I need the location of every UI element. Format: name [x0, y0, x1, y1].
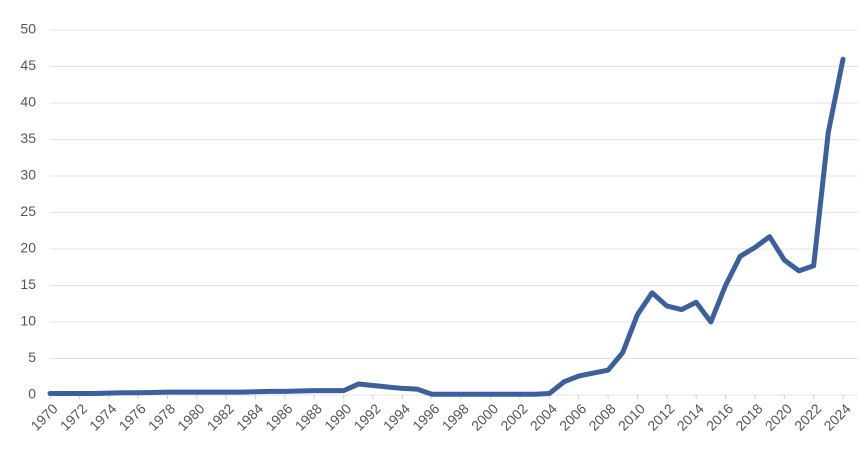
x-tick-label: 1974: [86, 400, 119, 433]
y-tick-label: 25: [20, 203, 36, 219]
x-tick-label: 1988: [292, 400, 325, 433]
y-tick-label: 10: [20, 313, 36, 329]
x-tick-label: 1980: [174, 400, 207, 433]
y-tick-label: 5: [28, 349, 36, 365]
x-tick-label: 1986: [262, 400, 295, 433]
y-tick-label: 20: [20, 240, 36, 256]
y-tick-label: 0: [28, 386, 36, 402]
x-tick-label: 2016: [703, 400, 736, 433]
x-tick-label: 2010: [615, 400, 648, 433]
x-tick-label: 1994: [380, 400, 413, 433]
y-tick-label: 15: [20, 276, 36, 292]
x-tick-label: 1990: [321, 400, 354, 433]
x-tick-label: 1982: [204, 400, 237, 433]
x-tick-label: 2004: [527, 400, 560, 433]
x-tick-label: 1996: [409, 400, 442, 433]
y-tick-label: 35: [20, 130, 36, 146]
y-tick-label: 45: [20, 57, 36, 73]
x-tick-label: 1992: [350, 400, 383, 433]
x-tick-label: 1998: [439, 400, 472, 433]
x-tick-label: 2002: [497, 400, 530, 433]
x-tick-label: 1976: [116, 400, 149, 433]
x-tick-label: 1972: [57, 400, 90, 433]
x-tick-label: 2014: [674, 400, 707, 433]
x-tick-label: 2024: [820, 400, 853, 433]
x-tick-label: 2018: [732, 400, 765, 433]
y-tick-label: 50: [20, 21, 36, 37]
data-line: [47, 56, 846, 397]
x-tick-label: 2006: [556, 400, 589, 433]
x-tick-label: 1970: [27, 400, 60, 433]
x-tick-label: 2020: [762, 400, 795, 433]
y-tick-label: 40: [20, 94, 36, 110]
y-tick-label: 30: [20, 167, 36, 183]
x-tick-label: 2008: [585, 400, 618, 433]
x-tick-label: 2022: [791, 400, 824, 433]
x-tick-label: 1978: [145, 400, 178, 433]
x-tick-label: 2012: [644, 400, 677, 433]
x-tick-label: 1984: [233, 400, 266, 433]
x-tick-label: 2000: [468, 400, 501, 433]
